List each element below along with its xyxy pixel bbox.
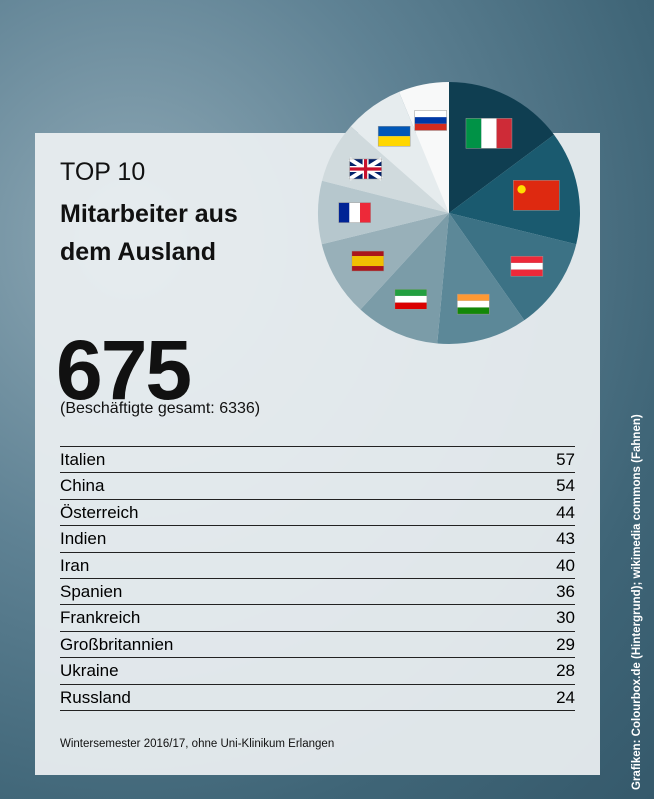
count: 30 <box>556 608 575 628</box>
flag-border <box>513 180 560 211</box>
flag <box>465 118 513 149</box>
country: Großbritannien <box>60 634 174 654</box>
footnote: Wintersemester 2016/17, ohne Uni-Kliniku… <box>60 738 335 750</box>
country: Italien <box>60 450 106 469</box>
flag-border <box>414 110 447 131</box>
table-row: Italien 57 <box>60 446 575 472</box>
pie-slice <box>322 126 449 213</box>
flag <box>513 180 560 211</box>
flag-stripe <box>351 251 384 257</box>
flag-stripe <box>351 256 384 262</box>
flag-stripe <box>457 294 490 301</box>
flag-stripe <box>378 126 411 137</box>
flag-stripe <box>465 118 482 149</box>
flag-stripe <box>351 266 384 272</box>
flag-stripe <box>457 307 490 315</box>
flag-border <box>351 250 385 272</box>
flag-stripe <box>394 302 427 310</box>
count: 44 <box>556 502 575 522</box>
flag-border <box>394 289 428 310</box>
flag-stripe <box>481 118 497 149</box>
flag-border <box>510 255 544 277</box>
flag <box>351 250 385 272</box>
count: 29 <box>556 634 575 654</box>
flag-border <box>377 125 411 147</box>
flag <box>338 202 371 223</box>
flag <box>510 255 544 277</box>
flag-stripe <box>360 202 371 223</box>
flag-stripe <box>496 118 512 149</box>
table-row: Spanien 36 <box>60 577 575 604</box>
country: Spanien <box>60 581 123 601</box>
pie-slice <box>321 213 449 310</box>
flag-stripe <box>378 136 411 147</box>
table-row: Indien 43 <box>60 525 575 551</box>
flag-stripe <box>338 202 350 223</box>
chart-title: Mitarbeiter aus dem Ausland <box>60 200 238 266</box>
count: 36 <box>556 581 575 601</box>
flag-border <box>457 293 490 315</box>
country: Österreich <box>60 502 139 522</box>
flag-stripe <box>349 202 361 223</box>
table-row: Iran 40 <box>60 551 575 578</box>
pie-slice <box>350 91 449 213</box>
flag-stripe <box>414 123 447 131</box>
country: Indien <box>60 529 107 549</box>
table-row: Frankreich 30 <box>60 604 575 630</box>
flag-border <box>338 202 371 223</box>
flag-stripe <box>414 110 447 118</box>
total-note: (Beschäftigte gesamt: 6336) <box>60 400 261 417</box>
flag-stripe <box>510 269 543 277</box>
pie-slice <box>360 213 449 344</box>
table-row: Russland 24 <box>60 683 575 711</box>
flag-stripe <box>510 262 543 270</box>
count: 40 <box>556 555 575 575</box>
flag-stripe <box>510 256 543 263</box>
flag-cross <box>349 158 382 179</box>
table-row: Österreich 44 <box>60 498 575 525</box>
table: Italien 57 China 54 Österreich 44 Indien 43 Iran… <box>60 446 575 711</box>
flag-stripe <box>457 300 490 308</box>
flag-stripe <box>414 117 447 124</box>
country: Frankreich <box>60 608 141 628</box>
count: 43 <box>556 529 575 549</box>
flag <box>414 110 447 131</box>
table-row: Ukraine 28 <box>60 657 575 683</box>
country: China <box>60 476 105 496</box>
flag <box>394 289 428 310</box>
table-row: China 54 <box>60 472 575 498</box>
country: Russland <box>60 687 131 707</box>
flag-star <box>517 185 526 194</box>
flag-stripe <box>394 289 427 296</box>
flag-stripe <box>394 295 427 303</box>
flag-border <box>349 158 382 180</box>
count: 54 <box>556 476 575 496</box>
country: Ukraine <box>60 661 119 681</box>
country: Iran <box>60 555 90 575</box>
flag-field <box>513 180 560 211</box>
count: 28 <box>556 661 575 681</box>
count: 57 <box>556 450 575 469</box>
flag-stripe <box>351 261 384 267</box>
count: 24 <box>556 687 575 707</box>
flag-border <box>465 118 513 149</box>
flag <box>377 125 411 147</box>
pie-slice <box>318 180 449 245</box>
kicker: TOP 10 <box>60 158 146 186</box>
flag <box>457 293 490 315</box>
flag <box>348 157 383 181</box>
table-row: Großbritannien 29 <box>60 630 575 657</box>
total-number: 675 <box>56 323 192 417</box>
